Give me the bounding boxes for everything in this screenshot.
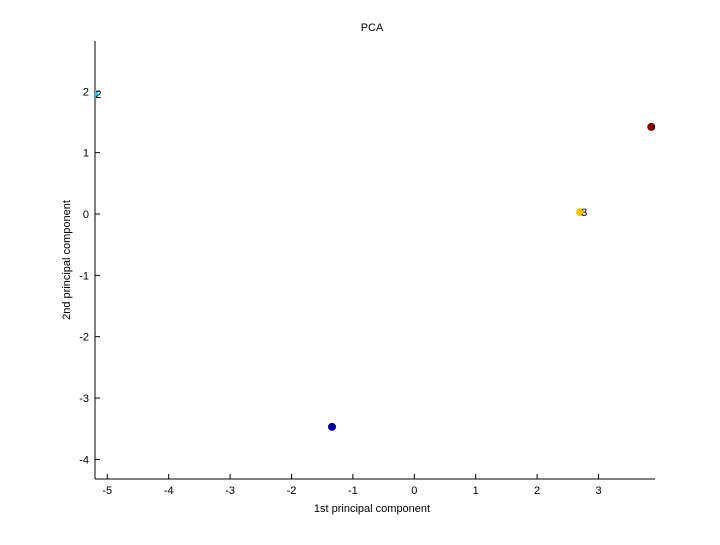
data-point	[647, 122, 655, 131]
data-point	[95, 89, 99, 98]
point-label: 4	[652, 122, 658, 134]
y-tick-label: -1	[79, 270, 89, 282]
y-tick-label: -3	[79, 393, 89, 405]
y-tick-label: 1	[83, 148, 89, 160]
x-tick-label: 1	[473, 485, 479, 497]
x-tick-label: -3	[225, 485, 235, 497]
x-tick-label: -2	[287, 485, 297, 497]
y-tick-label: -4	[79, 454, 89, 466]
point-label: 3	[581, 207, 587, 219]
x-tick-label: -5	[102, 485, 112, 497]
y-tick-label: 2	[83, 86, 89, 98]
chart-title: PCA	[361, 22, 384, 34]
y-axis-label: 2nd principal component	[61, 200, 73, 320]
data-point	[328, 422, 337, 431]
data-point	[576, 208, 585, 217]
y-tick-label: 0	[83, 209, 89, 221]
point-label: 2	[95, 89, 101, 101]
x-tick-label: 2	[534, 485, 540, 497]
x-tick-label: 3	[595, 485, 601, 497]
x-tick-label: -1	[348, 485, 358, 497]
x-axis-label: 1st principal component	[314, 503, 430, 515]
x-tick-label: -4	[164, 485, 174, 497]
x-tick-label: 0	[411, 485, 417, 497]
y-tick-label: -2	[79, 332, 89, 344]
